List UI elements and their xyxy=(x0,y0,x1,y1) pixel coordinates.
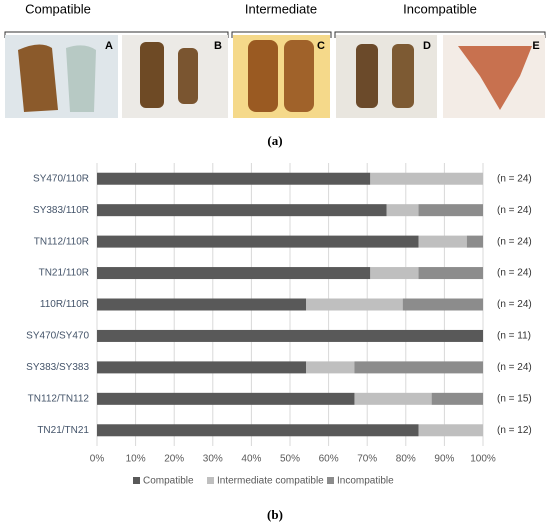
category-label: TN21/TN21 xyxy=(37,425,89,436)
bar-segment xyxy=(418,235,467,248)
n-label: (n = 12) xyxy=(497,425,532,436)
x-tick-label: 40% xyxy=(241,454,261,465)
photos xyxy=(5,35,545,118)
bar-segment xyxy=(97,172,371,185)
legend-swatch xyxy=(327,477,334,484)
x-tick-label: 70% xyxy=(357,454,377,465)
legend-label: Intermediate compatible xyxy=(217,476,324,487)
x-tick-label: 0% xyxy=(90,454,105,465)
category-label: SY470/SY470 xyxy=(26,331,89,342)
category-label: SY383/110R xyxy=(33,205,89,216)
bar-segment xyxy=(354,392,432,405)
photo xyxy=(122,35,228,118)
photo-detail xyxy=(140,42,164,108)
group-label: Intermediate xyxy=(245,1,317,16)
bar-segment xyxy=(370,172,483,185)
x-tick-label: 60% xyxy=(319,454,339,465)
n-label: (n = 11) xyxy=(497,331,531,342)
bar-segment xyxy=(97,392,355,405)
legend-swatch xyxy=(133,477,140,484)
x-tick-label: 30% xyxy=(203,454,223,465)
bar-segment xyxy=(402,298,483,311)
bar-segment xyxy=(97,424,419,437)
panel-letter: E xyxy=(532,40,539,52)
panel-letter: C xyxy=(317,40,325,52)
group-bracket xyxy=(231,31,332,38)
x-tick-label: 90% xyxy=(434,454,454,465)
legend-label: Compatible xyxy=(143,476,194,487)
panel-letter: A xyxy=(105,40,113,52)
bar-segment xyxy=(97,298,307,311)
x-tick-label: 100% xyxy=(470,454,496,465)
bar-segment xyxy=(306,298,403,311)
x-tick-label: 80% xyxy=(396,454,416,465)
photo-detail xyxy=(392,44,414,108)
bar-segment xyxy=(354,361,483,374)
photo-detail xyxy=(18,44,58,112)
category-label: SY383/SY383 xyxy=(26,362,89,373)
n-label: (n = 24) xyxy=(497,205,532,216)
bar-segment xyxy=(466,235,483,248)
bar-segment xyxy=(418,267,483,280)
n-label: (n = 24) xyxy=(497,268,532,279)
bar-segment xyxy=(418,204,483,217)
bar-segment xyxy=(370,267,419,280)
category-label: 110R/110R xyxy=(40,299,89,310)
legend-label: Incompatible xyxy=(337,476,394,487)
category-label: TN21/110R xyxy=(39,268,89,279)
caption: (b) xyxy=(267,507,283,522)
bar-segment xyxy=(431,392,483,405)
photo-detail xyxy=(356,44,378,108)
x-tick-label: 50% xyxy=(280,454,300,465)
photo-detail xyxy=(248,40,278,112)
x-tick-label: 20% xyxy=(164,454,184,465)
n-label: (n = 24) xyxy=(497,299,532,310)
group-label: Compatible xyxy=(25,1,91,16)
caption: (a) xyxy=(267,133,282,148)
x-tick-label: 10% xyxy=(126,454,146,465)
category-label: SY470/110R xyxy=(33,173,89,184)
group-label: Incompatible xyxy=(403,1,477,16)
bar-segment xyxy=(97,235,419,248)
bar-segment xyxy=(386,204,419,217)
bar-segment xyxy=(306,361,355,374)
bar-segment xyxy=(97,267,371,280)
legend-swatch xyxy=(207,477,214,484)
photo xyxy=(336,35,437,118)
photo xyxy=(233,35,330,118)
category-label: TN112/110R xyxy=(34,236,89,247)
panel-letter: B xyxy=(214,40,222,52)
n-label: (n = 24) xyxy=(497,236,532,247)
n-label: (n = 24) xyxy=(497,362,532,373)
photo-detail xyxy=(178,48,198,104)
panel-letter: D xyxy=(423,40,431,52)
photo-detail xyxy=(284,40,314,112)
photo-detail xyxy=(458,46,532,110)
category-label: TN112/TN112 xyxy=(28,393,90,404)
photo-detail xyxy=(66,45,96,112)
bar-segment xyxy=(418,424,483,437)
n-label: (n = 24) xyxy=(497,173,532,184)
n-label: (n = 15) xyxy=(497,393,532,404)
bar-segment xyxy=(97,361,307,374)
bar-segment xyxy=(97,204,387,217)
bar-segment xyxy=(97,329,483,342)
